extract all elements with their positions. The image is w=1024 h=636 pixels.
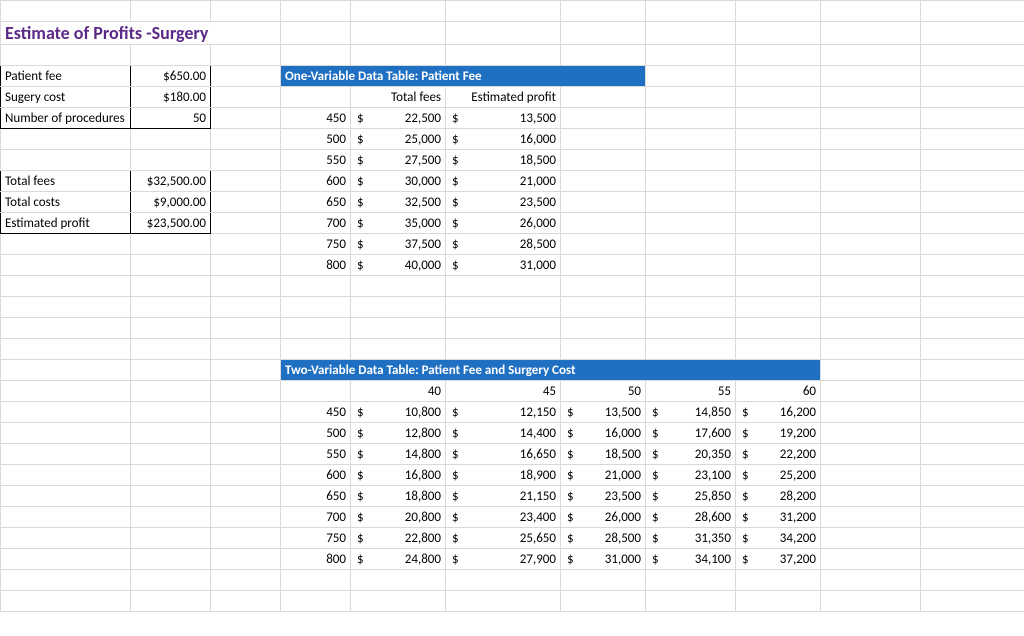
summary-value-est-profit: $23,500.00	[131, 213, 211, 234]
onevar-fee: 550	[281, 150, 351, 171]
input-value-surgery-cost[interactable]: $180.00	[131, 87, 211, 108]
onevar-profit: $18,500	[446, 150, 561, 171]
twovar-cell: $25,200	[736, 465, 821, 486]
twovar-cell: $22,800	[351, 528, 446, 549]
twovar-cell: $16,000	[561, 423, 646, 444]
onevar-fee: 750	[281, 234, 351, 255]
onevar-total: $25,000	[351, 129, 446, 150]
onevar-fee: 700	[281, 213, 351, 234]
onevar-total: $35,000	[351, 213, 446, 234]
twovar-cell: $23,500	[561, 486, 646, 507]
twovar-cell: $25,850	[646, 486, 736, 507]
twovar-cell: $12,800	[351, 423, 446, 444]
twovar-cell: $14,400	[446, 423, 561, 444]
onevar-fee: 800	[281, 255, 351, 276]
onevar-fee: 600	[281, 171, 351, 192]
input-value-patient-fee[interactable]: $650.00	[131, 66, 211, 87]
twovar-cell: $31,350	[646, 528, 736, 549]
onevar-total: $22,500	[351, 108, 446, 129]
twovar-cell: $31,200	[736, 507, 821, 528]
twovar-cell: $28,600	[646, 507, 736, 528]
onevar-profit: $26,000	[446, 213, 561, 234]
onevar-total: $37,500	[351, 234, 446, 255]
twovar-cell: $13,500	[561, 402, 646, 423]
onevar-profit: $23,500	[446, 192, 561, 213]
twovar-cell: $34,200	[736, 528, 821, 549]
twovar-cell: $21,150	[446, 486, 561, 507]
twovar-cell: $22,200	[736, 444, 821, 465]
twovar-cell: $24,800	[351, 549, 446, 570]
page-title: Estimate of Profits -Surgery	[1, 22, 281, 45]
twovar-cell: $16,800	[351, 465, 446, 486]
twovar-cell: $16,650	[446, 444, 561, 465]
twovar-cell: $21,000	[561, 465, 646, 486]
twovar-cell: $26,000	[561, 507, 646, 528]
twovar-cell: $23,100	[646, 465, 736, 486]
input-label-num-procedures: Number of procedures	[1, 108, 131, 129]
twovar-colhdr: 45	[446, 381, 561, 402]
summary-label-est-profit: Estimated profit	[1, 213, 131, 234]
twovar-cell: $27,900	[446, 549, 561, 570]
twovar-cell: $20,800	[351, 507, 446, 528]
input-label-patient-fee: Patient fee	[1, 66, 131, 87]
twovar-fee: 450	[281, 402, 351, 423]
summary-label-total-fees: Total fees	[1, 171, 131, 192]
twovar-colhdr: 60	[736, 381, 821, 402]
twovar-cell: $28,500	[561, 528, 646, 549]
onevar-total: $27,500	[351, 150, 446, 171]
twovar-colhdr: 50	[561, 381, 646, 402]
onevar-fee: 650	[281, 192, 351, 213]
twovar-colhdr: 55	[646, 381, 736, 402]
twovar-cell: $19,200	[736, 423, 821, 444]
twovar-colhdr: 40	[351, 381, 446, 402]
twovar-cell: $14,850	[646, 402, 736, 423]
twovar-fee: 550	[281, 444, 351, 465]
spreadsheet-sheet: Estimate of Profits -Surgery Patient fee…	[0, 0, 1024, 636]
twovar-cell: $31,000	[561, 549, 646, 570]
twovar-cell: $16,200	[736, 402, 821, 423]
twovar-cell: $28,200	[736, 486, 821, 507]
twovar-fee: 800	[281, 549, 351, 570]
onevar-profit: $13,500	[446, 108, 561, 129]
twovar-fee: 750	[281, 528, 351, 549]
onevar-total: $40,000	[351, 255, 446, 276]
twovar-fee: 500	[281, 423, 351, 444]
summary-value-total-fees: $32,500.00	[131, 171, 211, 192]
summary-value-total-costs: $9,000.00	[131, 192, 211, 213]
onevar-header-profit: Estimated profit	[446, 87, 561, 108]
onevar-fee: 500	[281, 129, 351, 150]
onevar-fee: 450	[281, 108, 351, 129]
onevar-total: $32,500	[351, 192, 446, 213]
twovar-fee: 650	[281, 486, 351, 507]
input-value-num-procedures[interactable]: 50	[131, 108, 211, 129]
twovar-cell: $18,800	[351, 486, 446, 507]
onevar-profit: $21,000	[446, 171, 561, 192]
twovar-cell: $25,650	[446, 528, 561, 549]
twovar-cell: $10,800	[351, 402, 446, 423]
twovar-cell: $23,400	[446, 507, 561, 528]
twovar-cell: $18,900	[446, 465, 561, 486]
onevar-header-fees: Total fees	[351, 87, 446, 108]
twovar-fee: 700	[281, 507, 351, 528]
twovar-cell: $34,100	[646, 549, 736, 570]
twovar-cell: $12,150	[446, 402, 561, 423]
twovar-title: Two-Variable Data Table: Patient Fee and…	[281, 360, 821, 381]
twovar-cell: $14,800	[351, 444, 446, 465]
onevar-profit: $16,000	[446, 129, 561, 150]
twovar-cell: $20,350	[646, 444, 736, 465]
input-label-surgery-cost: Sugery cost	[1, 87, 131, 108]
summary-label-total-costs: Total costs	[1, 192, 131, 213]
twovar-cell: $17,600	[646, 423, 736, 444]
onevar-profit: $28,500	[446, 234, 561, 255]
twovar-cell: $18,500	[561, 444, 646, 465]
twovar-cell: $37,200	[736, 549, 821, 570]
twovar-fee: 600	[281, 465, 351, 486]
onevar-profit: $31,000	[446, 255, 561, 276]
spreadsheet-grid: Estimate of Profits -Surgery Patient fee…	[0, 0, 1024, 612]
onevar-total: $30,000	[351, 171, 446, 192]
onevar-title: One-Variable Data Table: Patient Fee	[281, 66, 646, 87]
